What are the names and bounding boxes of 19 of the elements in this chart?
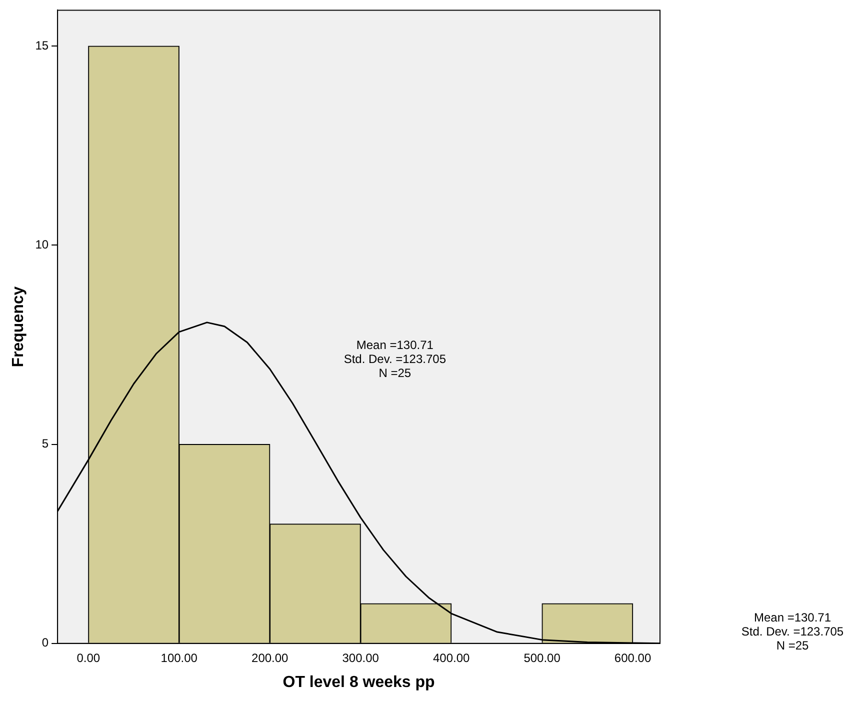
x-tick-label: 200.00 [252, 650, 289, 665]
annotation: Mean =130.71 [356, 338, 434, 352]
x-axis-title: OT level 8 weeks pp [282, 674, 436, 691]
x-tick-label: 500.00 [524, 650, 561, 665]
text: N =25 [776, 638, 809, 652]
y-tick-label: 15 [35, 38, 49, 52]
y-tick-label: 5 [42, 436, 49, 451]
text: Mean =130.71 [754, 610, 832, 624]
x-tick-label: 400.00 [432, 650, 470, 665]
x-tick-label: 300.00 [342, 650, 380, 665]
text: Std. Dev. =123.705 [741, 624, 844, 638]
x-tick-label: 600.00 [614, 650, 652, 665]
y-tick-label: 0 [42, 636, 49, 650]
annotation: Std. Dev. =123.705 [344, 352, 446, 366]
y-axis-title: Frequency [10, 286, 28, 368]
y-tick-label: 10 [35, 237, 49, 252]
annotation: N =25 [378, 366, 412, 380]
x-tick-label: 0.00 [76, 650, 100, 665]
x-tick-label: 100.00 [160, 650, 198, 665]
